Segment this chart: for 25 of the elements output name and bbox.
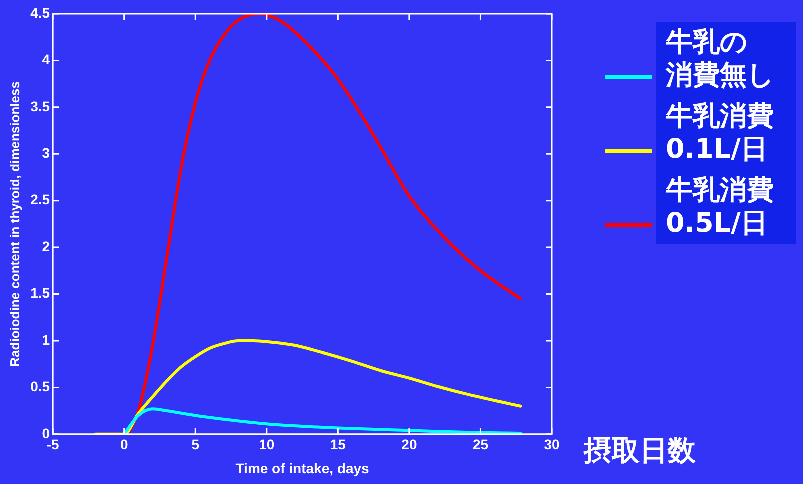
text: 摂取日数: [584, 433, 696, 469]
line-series: [122, 408, 522, 434]
y-tick-label: 4: [42, 52, 50, 68]
x-tick-label: 25: [472, 436, 489, 453]
line-series: [94, 339, 522, 434]
y-tick-label: 2: [42, 238, 50, 254]
legend-label: 牛乳の消費無し: [656, 22, 796, 96]
y-tick-label: 2.5: [30, 192, 50, 208]
x-axis-title: Time of intake, days: [236, 460, 370, 476]
legend-label: 牛乳消費 0.5L/日: [656, 170, 796, 244]
x-tick-label: 0: [120, 436, 128, 453]
y-tick-label: 0: [42, 425, 50, 442]
x-tick-label: 5: [192, 436, 200, 453]
y-tick-label: 0.5: [30, 378, 50, 395]
x-tick-label: 15: [330, 436, 346, 453]
legend-label: 牛乳消費 0.1L/日: [656, 96, 796, 170]
y-tick-label: 1: [42, 332, 50, 348]
x-tick-label: 20: [402, 436, 418, 453]
y-tick-label: 4.5: [30, 4, 50, 21]
x-tick-label: 30: [544, 436, 560, 453]
y-axis-title: Radioiodine content in thyroid, dimensionless: [7, 82, 22, 367]
y-tick-label: 3.5: [30, 98, 50, 114]
y-tick-label: 3: [42, 144, 50, 161]
y-tick-label: 1.5: [30, 285, 50, 302]
x-tick-label: 10: [259, 436, 275, 453]
